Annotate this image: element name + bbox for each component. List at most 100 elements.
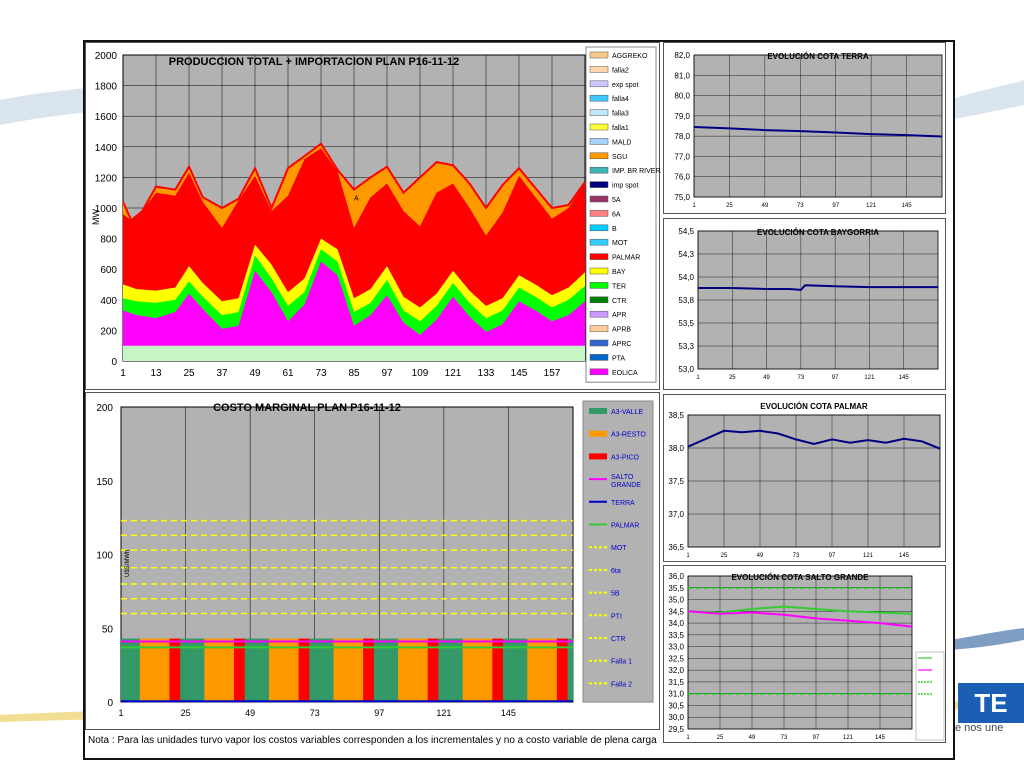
- y-tick-label: 200: [100, 326, 117, 337]
- legend-swatch: [589, 80, 609, 88]
- produccion-panel: 0 200 400 600 800 1000 1200 1400 1600 1800 2000 1 13…: [85, 42, 665, 390]
- x-tick-label: 25: [729, 375, 736, 381]
- bar: [349, 638, 353, 702]
- series-line: [687, 429, 941, 450]
- bar: [164, 638, 168, 702]
- legend-label: CTR: [612, 298, 626, 305]
- bar: [414, 638, 418, 702]
- chart-title: PRODUCCION TOTAL + IMPORTACION PLAN P16-…: [169, 56, 459, 68]
- bar: [330, 638, 334, 702]
- bar: [212, 638, 216, 702]
- y-tick-label: 33,5: [668, 631, 684, 640]
- bar: [145, 638, 149, 702]
- bar: [535, 638, 539, 702]
- bar: [333, 638, 337, 702]
- x-tick-label: 73: [310, 708, 320, 718]
- bar: [207, 638, 211, 702]
- bar: [134, 638, 138, 702]
- x-tick-label: 73: [798, 375, 805, 381]
- legend-swatch: [589, 296, 609, 304]
- x-tick-label: 121: [863, 553, 874, 559]
- bar: [287, 638, 291, 702]
- bar: [408, 638, 412, 702]
- bar: [559, 638, 563, 702]
- bar: [201, 638, 205, 702]
- y-tick-label: 1200: [95, 173, 118, 184]
- bar: [252, 638, 256, 702]
- x-tick-label: 85: [348, 368, 360, 379]
- y-tick-label: 75,0: [674, 193, 690, 202]
- bar: [516, 638, 520, 702]
- bar: [217, 638, 221, 702]
- bar: [532, 638, 536, 702]
- bar: [538, 638, 542, 702]
- bar: [347, 638, 350, 702]
- bar: [505, 638, 509, 702]
- x-tick-label: 97: [381, 368, 393, 379]
- bar: [484, 638, 488, 702]
- y-tick-label: 35,0: [668, 596, 684, 605]
- legend-swatch: [589, 195, 609, 203]
- bar: [260, 638, 264, 702]
- x-tick-label: 109: [412, 368, 429, 379]
- annotation: A: [354, 195, 359, 202]
- y-tick-label: 78,0: [674, 132, 690, 141]
- y-tick-label: 53,0: [678, 365, 694, 374]
- x-tick-label: 133: [478, 368, 495, 379]
- bar: [244, 638, 248, 702]
- x-tick-label: 49: [749, 735, 756, 741]
- y-tick-label: 36,0: [668, 572, 684, 581]
- x-tick-label: 49: [763, 375, 770, 381]
- y-tick-label: 50: [102, 624, 114, 635]
- bar: [419, 638, 423, 702]
- legend-swatch: [589, 210, 609, 217]
- x-tick-label: 121: [864, 375, 875, 381]
- x-tick-label: 145: [902, 203, 913, 209]
- y-tick-label: 80,0: [674, 92, 690, 101]
- y-tick-label: 1000: [95, 204, 118, 215]
- legend-label: falla3: [612, 111, 629, 118]
- bar: [193, 638, 197, 702]
- legend-swatch: [589, 354, 609, 361]
- bar: [449, 638, 453, 702]
- bar: [365, 638, 369, 702]
- x-tick-label: 49: [762, 203, 769, 209]
- y-tick-label: 30,5: [668, 701, 684, 710]
- legend-label: 6ta: [611, 568, 621, 575]
- legend-swatch: [589, 267, 609, 275]
- bar: [155, 638, 159, 702]
- bar: [338, 638, 342, 702]
- y-tick-label: 150: [96, 477, 113, 488]
- bar: [234, 638, 237, 702]
- bar: [263, 638, 267, 702]
- plot-area: [687, 575, 913, 730]
- x-tick-label: 1: [118, 708, 123, 718]
- legend-swatch: [589, 238, 609, 246]
- legend-label: A3-PICO: [611, 454, 640, 461]
- cota-palmar-chart: 36,5 37,0 37,5 38,0 38,5 1 25 49 73 97 121 145 EVOLU…: [668, 402, 941, 559]
- bar: [465, 638, 469, 702]
- bar: [497, 638, 501, 702]
- series-line: [698, 284, 938, 291]
- bar: [524, 638, 528, 702]
- legend-label: falla4: [612, 96, 629, 103]
- y-tick-label: 33,0: [668, 643, 684, 652]
- y-tick-label: 53,5: [678, 319, 694, 328]
- bar: [271, 638, 275, 702]
- legend-swatch: [589, 123, 609, 131]
- bar: [503, 638, 507, 702]
- bar: [556, 638, 560, 702]
- legend-label: APR: [612, 312, 626, 319]
- x-tick-label: 1: [696, 375, 700, 381]
- x-tick-label: 1: [120, 368, 126, 379]
- legend-swatch: [589, 408, 607, 414]
- bar: [457, 638, 461, 702]
- x-tick-label: 145: [511, 368, 528, 379]
- legend-label: EOLICA: [612, 370, 638, 377]
- x-tick-label: 13: [150, 368, 162, 379]
- bar: [317, 638, 321, 702]
- legend-swatch: [589, 339, 609, 347]
- y-tick-label: 800: [100, 235, 117, 246]
- saltogrande-panel: 29,5 30,0 30,5 31,0 31,5 32,0 32,5 33,0 33,5 34,0…: [663, 565, 946, 743]
- bar: [215, 638, 219, 702]
